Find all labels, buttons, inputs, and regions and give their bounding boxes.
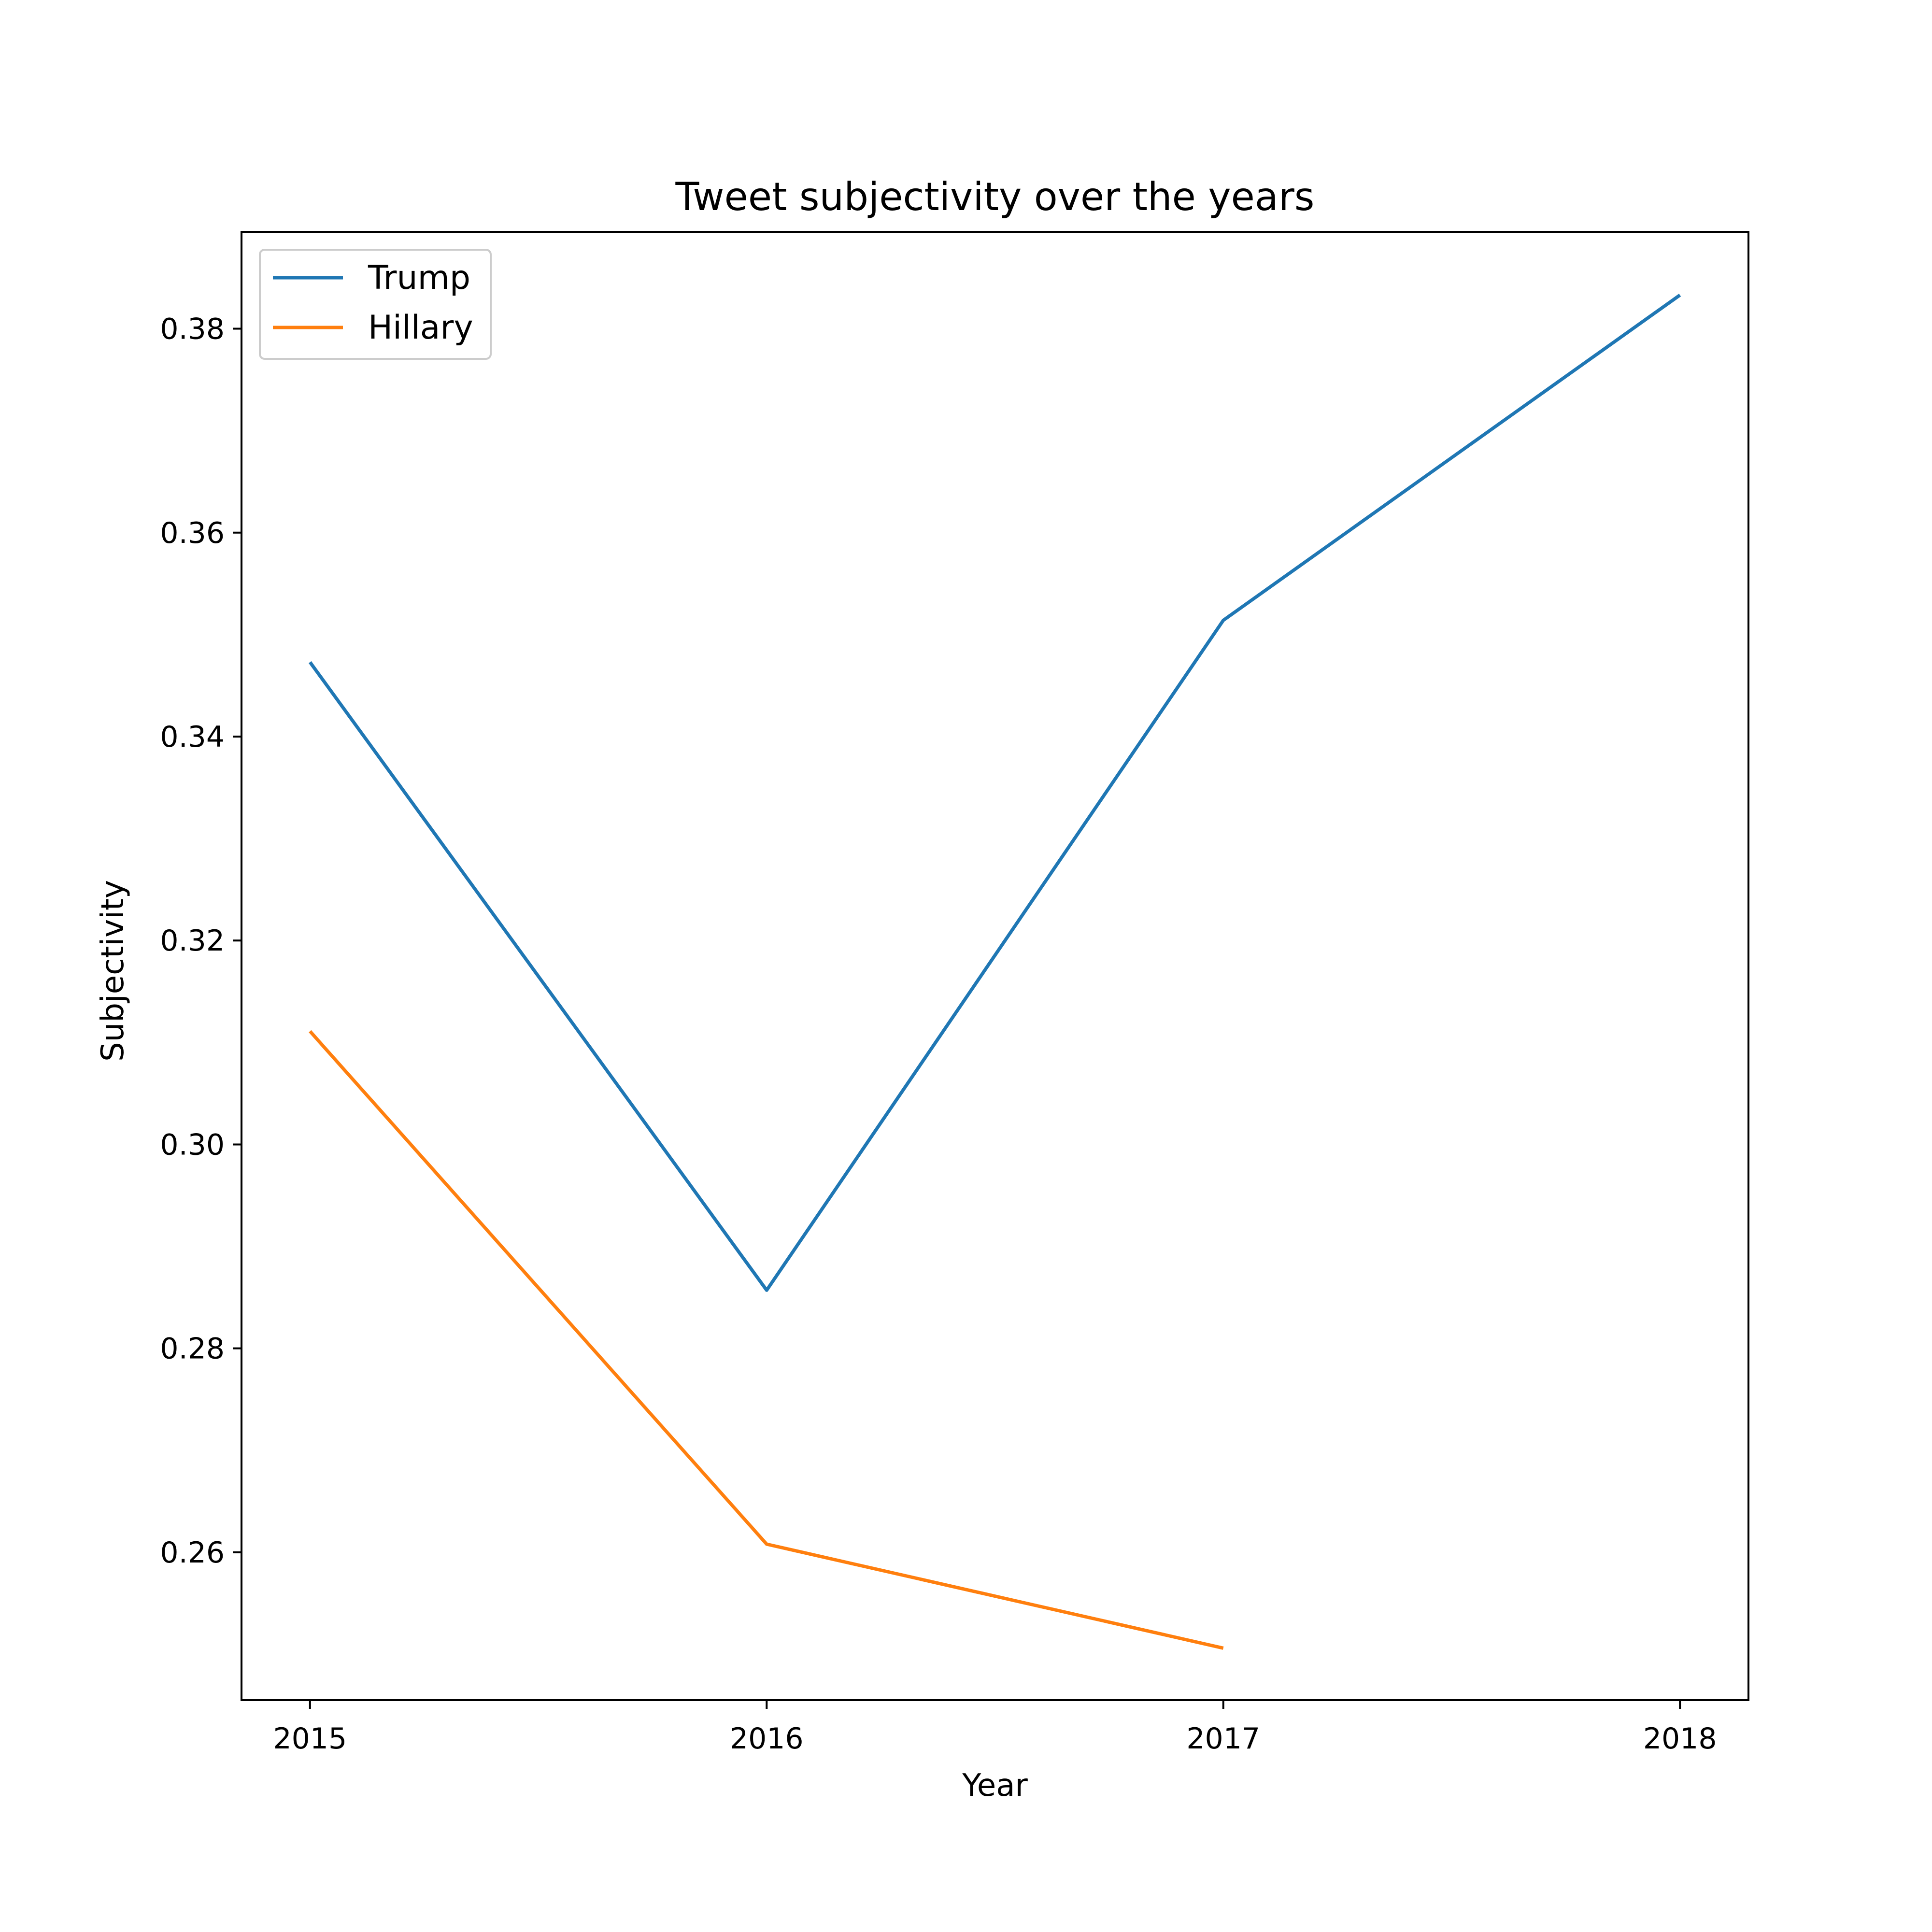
legend-label-trump: Trump	[368, 259, 470, 297]
series-line-hillary	[309, 1030, 1224, 1650]
y-axis: 0.26 0.28 0.30 0.32 0.34 0.36 0.38	[160, 313, 242, 1570]
plot-area	[241, 231, 1749, 1701]
x-axis-label: Year	[962, 1768, 1028, 1804]
x-tick-label-2018: 2018	[1643, 1722, 1717, 1756]
series-layer	[308, 294, 1681, 1650]
y-tick-label-0.36: 0.36	[160, 516, 225, 550]
legend: Trump Hillary	[259, 249, 492, 360]
x-axis: 2015 2016 2017 2018	[273, 1700, 1717, 1756]
chart-title: Tweet subjectivity over the years	[675, 174, 1315, 219]
x-tick-label-2016: 2016	[730, 1722, 804, 1756]
y-tick-label-0.34: 0.34	[160, 720, 225, 754]
x-tick-label-2015: 2015	[273, 1722, 347, 1756]
y-tick-label-0.28: 0.28	[160, 1332, 225, 1366]
series-line-trump	[308, 294, 1681, 1292]
y-axis-label: Subjectivity	[95, 880, 131, 1062]
y-tick-label-0.30: 0.30	[160, 1128, 225, 1162]
legend-label-hillary: Hillary	[368, 309, 473, 347]
axes-frame	[241, 231, 1749, 1701]
x-tick-label-2017: 2017	[1186, 1722, 1260, 1756]
y-tick-label-0.38: 0.38	[160, 313, 225, 346]
y-tick-label-0.32: 0.32	[160, 924, 225, 958]
y-tick-label-0.26: 0.26	[160, 1536, 225, 1570]
